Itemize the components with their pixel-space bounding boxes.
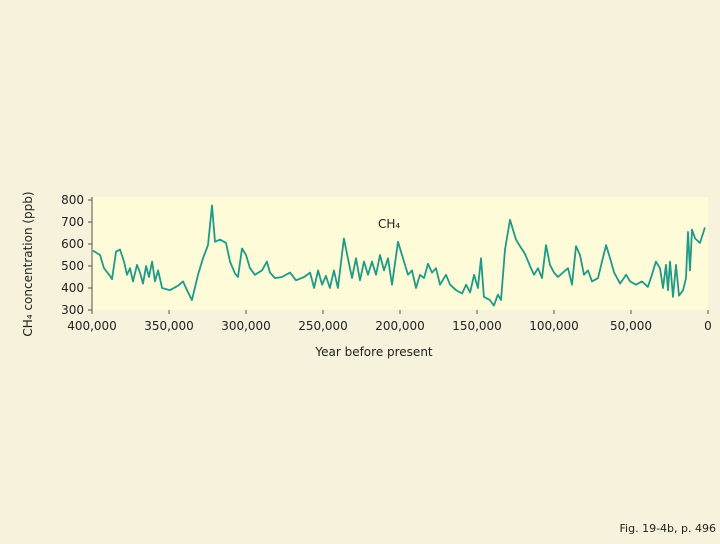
y-tick-label: 600 [61, 237, 84, 251]
x-tick-label: 200,000 [375, 319, 425, 333]
y-tick-label: 800 [61, 193, 84, 207]
x-axis-label: Year before present [314, 345, 433, 359]
footer: Fig. 19-4b, p. 496 [620, 522, 716, 535]
y-tick-label: 300 [61, 303, 84, 317]
data-line [92, 204, 706, 307]
y-tick-label: 500 [61, 259, 84, 273]
x-tick-label: 400,000 [67, 319, 117, 333]
x-tick-label: 0 [704, 319, 712, 333]
x-tick-label: 350,000 [144, 319, 194, 333]
y-tick-label: 400 [61, 281, 84, 295]
annotation: CH₄ [378, 217, 400, 231]
x-tick-label: 150,000 [452, 319, 502, 333]
x-tick-label: 100,000 [529, 319, 579, 333]
y-tick-label: 700 [61, 215, 84, 229]
y-axis-label: CH₄ concentration (ppb) [21, 191, 35, 336]
x-tick-label: 250,000 [298, 319, 348, 333]
x-tick-label: 300,000 [221, 319, 271, 333]
x-tick-label: 50,000 [610, 319, 652, 333]
plot-area [92, 197, 708, 310]
